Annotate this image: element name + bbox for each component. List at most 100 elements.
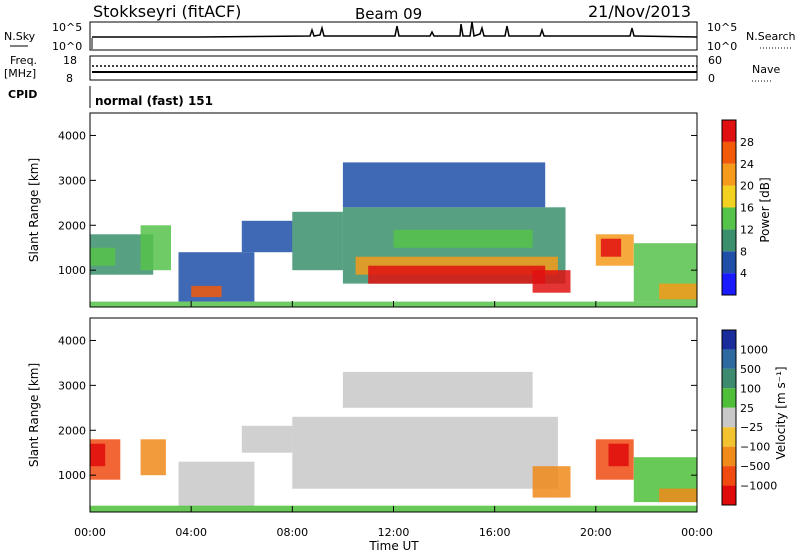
- xtick-label-0: 00:00: [74, 526, 106, 539]
- nave-tick-top: 60: [708, 54, 722, 67]
- nave-label: Nave: [752, 63, 780, 76]
- velocity-cbar-swatch-5: [722, 427, 736, 447]
- velocity-cbar-swatch-4: [722, 407, 736, 428]
- power-cbar-tick-1: 8: [740, 245, 747, 258]
- velocity-cbar-tick-5: −100: [740, 441, 770, 454]
- power-colorbar-label: Power [dB]: [758, 177, 772, 242]
- freq-tick-top: 18: [63, 54, 77, 67]
- power-region-11: [532, 270, 571, 293]
- velocity-colorbar-label: Velocity [m s⁻¹]: [774, 366, 788, 459]
- velocity-cbar-tick-6: −500: [740, 460, 770, 473]
- velocity-ytick-label-0: 1000: [58, 469, 86, 482]
- velocity-colorbar: 1000 500 100 25 −25 −100 −500 −1000: [721, 329, 777, 506]
- time-x-axis: 00:00 04:00 08:00 12:00 16:00 20:00 00:00: [74, 301, 713, 539]
- nsearch-label: N.Search: [746, 30, 796, 43]
- power-region-2: [140, 225, 171, 271]
- velocity-cbar-swatch-2: [722, 368, 736, 389]
- xtick-label-3: 12:00: [378, 526, 410, 539]
- power-region-10: [393, 229, 533, 248]
- velocity-y-axis: 1000 2000 3000 4000: [58, 334, 697, 482]
- velocity-region-7: [532, 466, 571, 498]
- nsearch-tick-top: 10^5: [707, 21, 737, 34]
- velocity-cbar-swatch-1: [722, 349, 736, 369]
- velocity-cbar-swatch-6: [722, 446, 736, 467]
- power-cbar-swatch-0: [722, 273, 736, 295]
- freq-panel-frame: [89, 55, 698, 81]
- power-region-14: [600, 238, 622, 257]
- velocity-heatmap: [90, 371, 697, 512]
- nsky-tick-bottom: 10^0: [52, 40, 82, 53]
- nsky-tick-top: 10^5: [52, 21, 82, 34]
- freq-tick-bottom: 8: [66, 72, 73, 85]
- xtick-label-5: 20:00: [580, 526, 612, 539]
- velocity-region-9: [608, 443, 629, 467]
- freq-label: Freq.: [10, 54, 37, 67]
- cpid-text: normal (fast) 151: [95, 94, 213, 108]
- station-title: Stokkseyri (fitACF): [93, 2, 241, 21]
- xtick-label-6: 00:00: [681, 526, 713, 539]
- power-cbar-swatch-3: [722, 207, 736, 230]
- power-heatmap: [90, 162, 697, 307]
- nsky-panel-frame: [89, 21, 698, 51]
- velocity-cbar-swatch-0: [722, 330, 736, 350]
- nsearch-tick-bottom: 10^0: [707, 40, 737, 53]
- velocity-region-5: [292, 416, 558, 489]
- power-region-4: [191, 285, 222, 298]
- velocity-region-6: [342, 371, 533, 408]
- beam-title: Beam 09: [355, 5, 422, 23]
- velocity-cbar-frame: [721, 329, 737, 506]
- power-colorbar: 4 8 12 16 20 24 28: [721, 119, 754, 296]
- nsky-label: N.Sky: [4, 30, 36, 43]
- date-title: 21/Nov/2013: [588, 2, 691, 21]
- power-region-5: [241, 220, 293, 253]
- velocity-cbar-tick-7: −1000: [740, 480, 777, 493]
- velocity-cbar-tick-4: −25: [740, 421, 763, 434]
- nsky-trace: [92, 21, 698, 38]
- velocity-region-11: [659, 488, 697, 503]
- freq-unit: [MHz]: [4, 67, 36, 80]
- velocity-ylabel: Slant Range [km]: [27, 363, 41, 467]
- velocity-ytick-label-3: 4000: [58, 334, 86, 347]
- power-ytick-label-3: 4000: [58, 129, 86, 142]
- power-cbar-swatch-5: [722, 163, 736, 186]
- velocity-region-1: [90, 443, 106, 467]
- velocity-region-4: [241, 425, 293, 453]
- velocity-cbar-swatch-7: [722, 466, 736, 486]
- power-cbar-tick-6: 28: [740, 136, 754, 149]
- power-ylabel: Slant Range [km]: [27, 158, 41, 262]
- power-cbar-tick-2: 12: [740, 223, 754, 236]
- nave-tick-bottom: 0: [708, 72, 715, 85]
- power-cbar-swatch-1: [722, 251, 736, 274]
- power-cbar-tick-0: 4: [740, 267, 747, 280]
- power-region-1: [90, 247, 116, 266]
- velocity-cbar-tick-1: 500: [740, 363, 761, 376]
- velocity-region-3: [178, 461, 255, 507]
- power-region-9: [368, 265, 546, 284]
- velocity-ytick-label-1: 2000: [58, 424, 86, 437]
- power-region-6: [292, 211, 343, 271]
- power-region-12: [342, 162, 546, 208]
- power-cbar-tick-5: 24: [740, 158, 754, 171]
- power-cbar-swatch-2: [722, 229, 736, 252]
- xtick-label-1: 04:00: [175, 526, 207, 539]
- power-cbar-tick-3: 16: [740, 202, 754, 215]
- power-cbar-swatch-6: [722, 141, 736, 164]
- power-ytick-label-0: 1000: [58, 264, 86, 277]
- velocity-cbar-swatch-8: [722, 485, 736, 505]
- time-axis-label: Time UT: [368, 539, 419, 553]
- power-ytick-label-1: 2000: [58, 219, 86, 232]
- power-cbar-swatch-7: [722, 120, 736, 142]
- power-cbar-tick-4: 20: [740, 180, 754, 193]
- velocity-cbar-tick-2: 100: [740, 382, 761, 395]
- power-y-axis: 1000 2000 3000 4000: [58, 129, 697, 277]
- xtick-label-2: 08:00: [276, 526, 308, 539]
- xtick-label-4: 16:00: [479, 526, 511, 539]
- cpid-label: CPID: [8, 88, 37, 101]
- power-cbar-swatch-4: [722, 185, 736, 208]
- power-region-16: [659, 283, 697, 300]
- power-cbar-frame: [721, 119, 737, 296]
- velocity-region-2: [140, 439, 166, 476]
- velocity-cbar-swatch-3: [722, 388, 736, 408]
- velocity-cbar-tick-0: 1000: [740, 343, 768, 356]
